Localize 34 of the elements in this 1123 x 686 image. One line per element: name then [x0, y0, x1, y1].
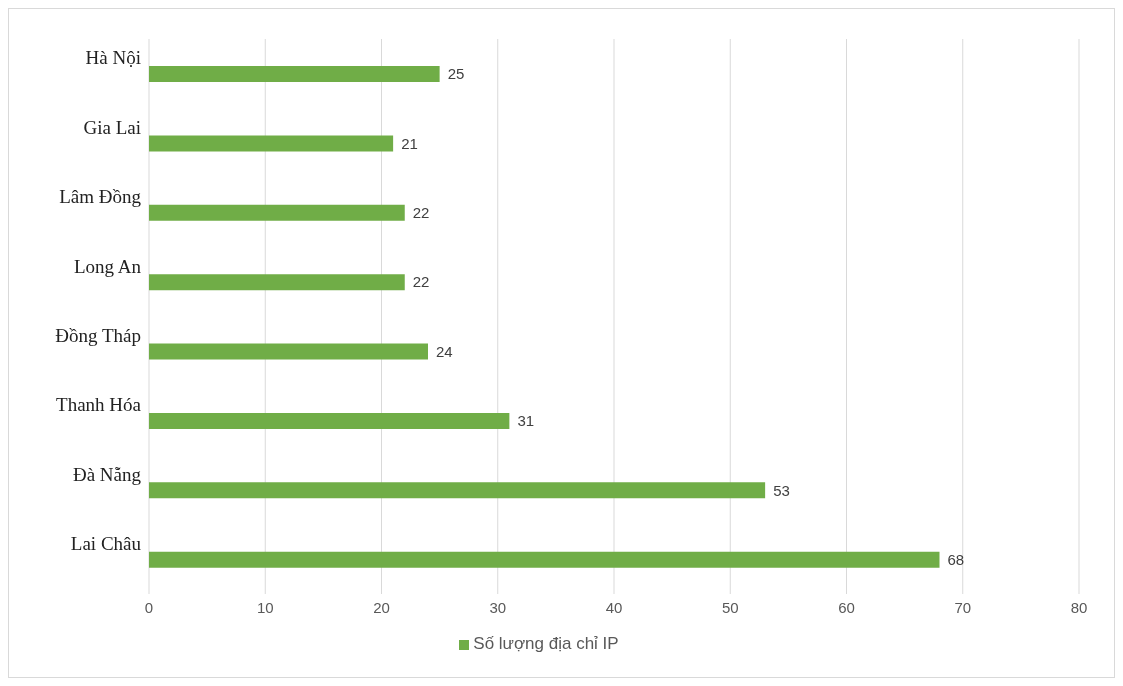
data-label: 25: [447, 65, 465, 83]
y-tick-label: Lâm Đồng: [59, 186, 142, 208]
x-tick-label: 50: [721, 598, 739, 616]
data-label: 68: [947, 550, 965, 568]
data-label: 53: [773, 481, 790, 499]
bar: [149, 482, 766, 499]
data-label: 22: [412, 204, 430, 222]
bar: [149, 343, 428, 360]
y-tick-label: Đồng Tháp: [55, 324, 141, 346]
x-tick-label: 80: [1070, 598, 1088, 616]
x-tick-label: 30: [489, 598, 507, 616]
legend-label: Số lượng địa chỉ IP: [473, 634, 619, 653]
y-tick-label: Hà Nội: [85, 47, 141, 69]
y-tick-label: Lai Châu: [70, 533, 142, 555]
bar: [149, 66, 440, 82]
data-label: 31: [517, 412, 535, 430]
data-label: 24: [436, 342, 453, 360]
x-tick-label: 20: [373, 598, 390, 616]
bar: [149, 274, 405, 291]
y-tick-label: Long An: [73, 255, 142, 277]
y-tick-label: Gia Lai: [83, 116, 141, 138]
bar: [149, 412, 510, 429]
bar: [149, 135, 394, 152]
bar: [149, 551, 940, 568]
y-tick-label: Thanh Hóa: [56, 394, 142, 416]
data-label: 22: [412, 273, 430, 291]
y-tick-label: Đà Nẵng: [72, 463, 142, 485]
x-tick-label: 70: [954, 598, 972, 616]
x-tick-label: 0: [144, 598, 154, 616]
x-tick-label: 60: [838, 598, 855, 616]
x-tick-label: 40: [605, 598, 623, 616]
bar: [149, 204, 405, 221]
data-label: 21: [401, 134, 418, 152]
x-tick-label: 10: [256, 598, 274, 616]
